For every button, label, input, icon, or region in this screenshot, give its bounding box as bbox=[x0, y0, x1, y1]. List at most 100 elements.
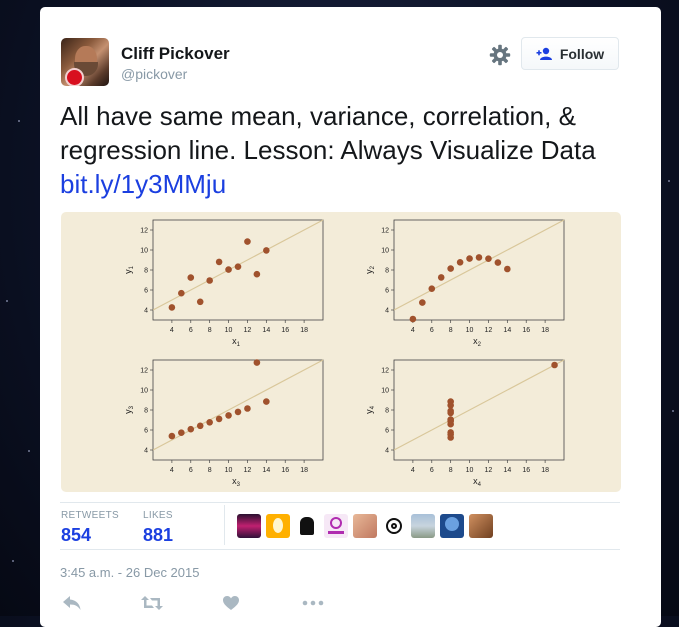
data-point bbox=[456, 259, 464, 266]
y-tick-label: 10 bbox=[381, 248, 389, 255]
x-tick-label: 4 bbox=[170, 327, 174, 334]
more-icon[interactable] bbox=[302, 595, 324, 611]
liker-avatar[interactable] bbox=[440, 514, 464, 538]
x-tick-label: 8 bbox=[449, 467, 453, 474]
data-point bbox=[234, 263, 242, 270]
x-tick-label: 6 bbox=[430, 467, 434, 474]
like-icon[interactable] bbox=[222, 595, 240, 611]
plot-frame bbox=[393, 219, 565, 321]
stats-separator bbox=[224, 505, 225, 545]
regression-line bbox=[152, 359, 324, 451]
y-tick-label: 4 bbox=[385, 448, 389, 455]
background-star bbox=[28, 450, 30, 452]
x-tick-label: 12 bbox=[485, 467, 493, 474]
data-point bbox=[206, 277, 213, 284]
retweets-label: RETWEETS bbox=[61, 510, 119, 521]
y-axis-label: y3 bbox=[123, 405, 135, 414]
liker-avatars bbox=[237, 514, 493, 538]
tweet-media-image[interactable]: 4 6 8 10 12 14 16 18 4 6 8 10 12 x1 y1 4 6 8 10 12 14 16 18 4 6 8… bbox=[61, 212, 621, 492]
x-tick-label: 6 bbox=[189, 327, 193, 334]
user-name[interactable]: Cliff Pickover bbox=[121, 44, 230, 63]
y-tick-label: 6 bbox=[144, 428, 148, 435]
data-point bbox=[196, 298, 204, 306]
data-point bbox=[178, 289, 185, 297]
x-tick-label: 18 bbox=[541, 327, 549, 334]
x-tick-label: 10 bbox=[466, 327, 474, 334]
tweet-text: All have same mean, variance, correlatio… bbox=[60, 99, 640, 201]
y-axis-label: y2 bbox=[364, 265, 376, 274]
regression-line bbox=[393, 359, 565, 451]
x-tick-label: 8 bbox=[208, 467, 212, 474]
tweet-card: Cliff Pickover @pickover Follow All have… bbox=[40, 7, 661, 627]
data-point bbox=[244, 405, 251, 412]
gear-icon[interactable] bbox=[488, 43, 512, 67]
data-point bbox=[475, 254, 483, 261]
y-tick-label: 12 bbox=[140, 228, 148, 235]
x-tick-label: 14 bbox=[262, 327, 270, 334]
x-axis-label: x4 bbox=[473, 476, 482, 488]
tweet-link[interactable]: bit.ly/1y3MMju bbox=[60, 169, 227, 199]
x-tick-label: 6 bbox=[430, 327, 434, 334]
retweet-icon[interactable] bbox=[140, 595, 164, 611]
tweet-timestamp[interactable]: 3:45 a.m. - 26 Dec 2015 bbox=[60, 565, 200, 580]
data-point bbox=[253, 359, 261, 366]
background-star bbox=[668, 180, 670, 182]
liker-avatar[interactable] bbox=[266, 514, 290, 538]
data-point bbox=[178, 429, 185, 436]
liker-avatar[interactable] bbox=[324, 514, 348, 538]
data-point bbox=[187, 425, 195, 433]
liker-avatar[interactable] bbox=[295, 514, 319, 538]
data-point bbox=[447, 265, 454, 272]
liker-avatar[interactable] bbox=[353, 514, 377, 538]
data-point bbox=[263, 247, 270, 254]
liker-avatar[interactable] bbox=[382, 514, 406, 538]
liker-avatar[interactable] bbox=[469, 514, 493, 538]
retweets-count[interactable]: 854 bbox=[61, 525, 92, 545]
y-tick-label: 10 bbox=[381, 388, 389, 395]
liker-avatar[interactable] bbox=[411, 514, 435, 538]
y-tick-label: 8 bbox=[144, 268, 148, 275]
data-point bbox=[447, 417, 454, 425]
x-tick-label: 14 bbox=[503, 327, 511, 334]
y-tick-label: 8 bbox=[385, 268, 389, 275]
likes-label: LIKES bbox=[143, 510, 173, 521]
regression-line bbox=[393, 219, 565, 311]
y-tick-label: 6 bbox=[385, 288, 389, 295]
data-point bbox=[234, 408, 242, 416]
x-tick-label: 14 bbox=[503, 467, 511, 474]
reply-icon[interactable] bbox=[62, 595, 82, 611]
likes-count[interactable]: 881 bbox=[143, 525, 174, 545]
data-point bbox=[419, 299, 426, 306]
y-tick-label: 6 bbox=[385, 428, 389, 435]
data-point bbox=[447, 402, 454, 409]
data-point bbox=[437, 274, 445, 281]
y-tick-label: 8 bbox=[385, 408, 389, 415]
data-point bbox=[168, 304, 176, 311]
x-axis-label: x1 bbox=[232, 336, 241, 348]
background-star bbox=[6, 300, 8, 302]
data-point bbox=[494, 259, 502, 266]
y-tick-label: 12 bbox=[140, 368, 148, 375]
x-tick-label: 16 bbox=[281, 467, 289, 474]
user-handle[interactable]: @pickover bbox=[121, 66, 188, 82]
x-axis-label: x3 bbox=[232, 476, 241, 488]
x-tick-label: 8 bbox=[449, 327, 453, 334]
avatar[interactable] bbox=[61, 38, 109, 86]
x-tick-label: 10 bbox=[225, 327, 233, 334]
data-point bbox=[206, 419, 213, 426]
x-tick-label: 16 bbox=[281, 327, 289, 334]
x-tick-label: 12 bbox=[244, 467, 252, 474]
data-point bbox=[504, 265, 511, 273]
y-tick-label: 12 bbox=[381, 228, 389, 235]
data-point bbox=[215, 415, 223, 423]
x-tick-label: 18 bbox=[541, 467, 549, 474]
tweet-body: All have same mean, variance, correlatio… bbox=[60, 101, 596, 165]
y-tick-label: 12 bbox=[381, 368, 389, 375]
follow-button[interactable]: Follow bbox=[521, 37, 619, 70]
data-point bbox=[447, 407, 454, 415]
liker-avatar[interactable] bbox=[237, 514, 261, 538]
y-tick-label: 10 bbox=[140, 388, 148, 395]
y-axis-label: y1 bbox=[123, 265, 135, 274]
divider bbox=[60, 549, 620, 550]
